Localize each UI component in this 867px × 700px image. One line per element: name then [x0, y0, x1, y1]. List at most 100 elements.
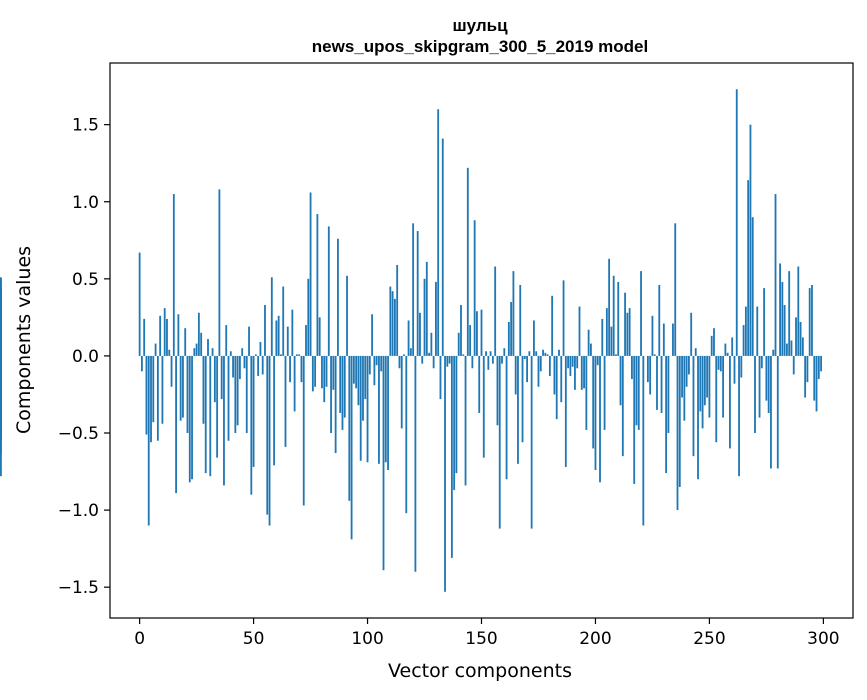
- bar: [444, 356, 446, 592]
- x-tick-label: 150: [465, 629, 497, 649]
- x-axis-label: Vector components: [388, 660, 572, 682]
- bar: [471, 356, 473, 368]
- bar: [426, 262, 428, 356]
- bar: [373, 356, 375, 385]
- bar: [674, 223, 676, 356]
- bar: [622, 356, 624, 456]
- bar: [362, 356, 364, 421]
- bar: [401, 356, 403, 428]
- bar: [228, 356, 230, 441]
- bar: [246, 356, 248, 433]
- bar: [738, 356, 740, 476]
- bar: [800, 322, 802, 356]
- bar: [399, 356, 401, 368]
- bar: [453, 356, 455, 490]
- bar: [483, 356, 485, 458]
- bar: [558, 350, 560, 356]
- bar: [378, 356, 380, 464]
- bar: [599, 356, 601, 482]
- bar: [310, 193, 312, 356]
- bar: [544, 353, 546, 356]
- bar: [330, 356, 332, 433]
- bar: [663, 324, 665, 356]
- bar: [294, 356, 296, 412]
- bar: [301, 356, 303, 382]
- bar: [451, 356, 453, 558]
- bar: [631, 356, 633, 379]
- bar: [387, 356, 389, 470]
- bar: [296, 354, 298, 356]
- bar: [460, 305, 462, 356]
- bar: [791, 341, 793, 356]
- bar: [795, 317, 797, 356]
- bar: [743, 325, 745, 356]
- bar: [813, 356, 815, 401]
- bar: [291, 310, 293, 356]
- y-tick-label: −0.5: [58, 424, 99, 444]
- bar: [216, 356, 218, 458]
- bar: [718, 356, 720, 370]
- bar: [620, 356, 622, 405]
- bar: [820, 356, 822, 371]
- bar: [686, 356, 688, 387]
- bar: [560, 356, 562, 402]
- bar: [770, 356, 772, 469]
- chart-title: шульц: [452, 16, 508, 35]
- bar: [232, 356, 234, 378]
- bar: [212, 348, 214, 356]
- bar: [269, 356, 271, 526]
- bar: [779, 263, 781, 356]
- bar: [729, 356, 731, 449]
- bar: [490, 351, 492, 356]
- x-tick-label: 0: [134, 629, 145, 649]
- bar: [148, 356, 150, 526]
- bar: [740, 356, 742, 378]
- bar: [727, 353, 729, 356]
- bar: [143, 319, 145, 356]
- bar: [647, 356, 649, 382]
- bar: [437, 109, 439, 356]
- bar: [430, 333, 432, 356]
- bar: [722, 356, 724, 418]
- bar: [355, 356, 357, 388]
- bar: [642, 356, 644, 526]
- bar: [159, 316, 161, 356]
- bar: [597, 356, 599, 365]
- bar: [241, 348, 243, 356]
- bar: [389, 287, 391, 356]
- bar: [335, 356, 337, 453]
- bar: [191, 356, 193, 479]
- bar: [385, 356, 387, 462]
- bar: [303, 356, 305, 506]
- bar: [287, 327, 289, 356]
- bar: [583, 356, 585, 388]
- bar: [305, 325, 307, 356]
- bar: [348, 356, 350, 501]
- bar: [590, 344, 592, 356]
- bar: [613, 276, 615, 356]
- bar: [777, 356, 779, 469]
- bar: [410, 348, 412, 356]
- bar: [615, 354, 617, 356]
- y-tick-label: 0.0: [72, 347, 99, 367]
- bar: [280, 354, 282, 356]
- bar: [661, 356, 663, 413]
- y-tick-label: −1.0: [58, 501, 99, 521]
- bar: [314, 356, 316, 387]
- bar: [563, 280, 565, 356]
- bar: [524, 356, 526, 359]
- bar: [818, 356, 820, 379]
- bar: [485, 351, 487, 356]
- bar: [693, 356, 695, 456]
- bar: [168, 350, 170, 356]
- bar: [754, 356, 756, 433]
- bar: [218, 189, 220, 355]
- bar: [234, 356, 236, 433]
- bar: [440, 356, 442, 399]
- bar: [394, 299, 396, 356]
- bar: [658, 285, 660, 356]
- bar: [595, 356, 597, 470]
- bar: [672, 324, 674, 356]
- bar: [369, 356, 371, 375]
